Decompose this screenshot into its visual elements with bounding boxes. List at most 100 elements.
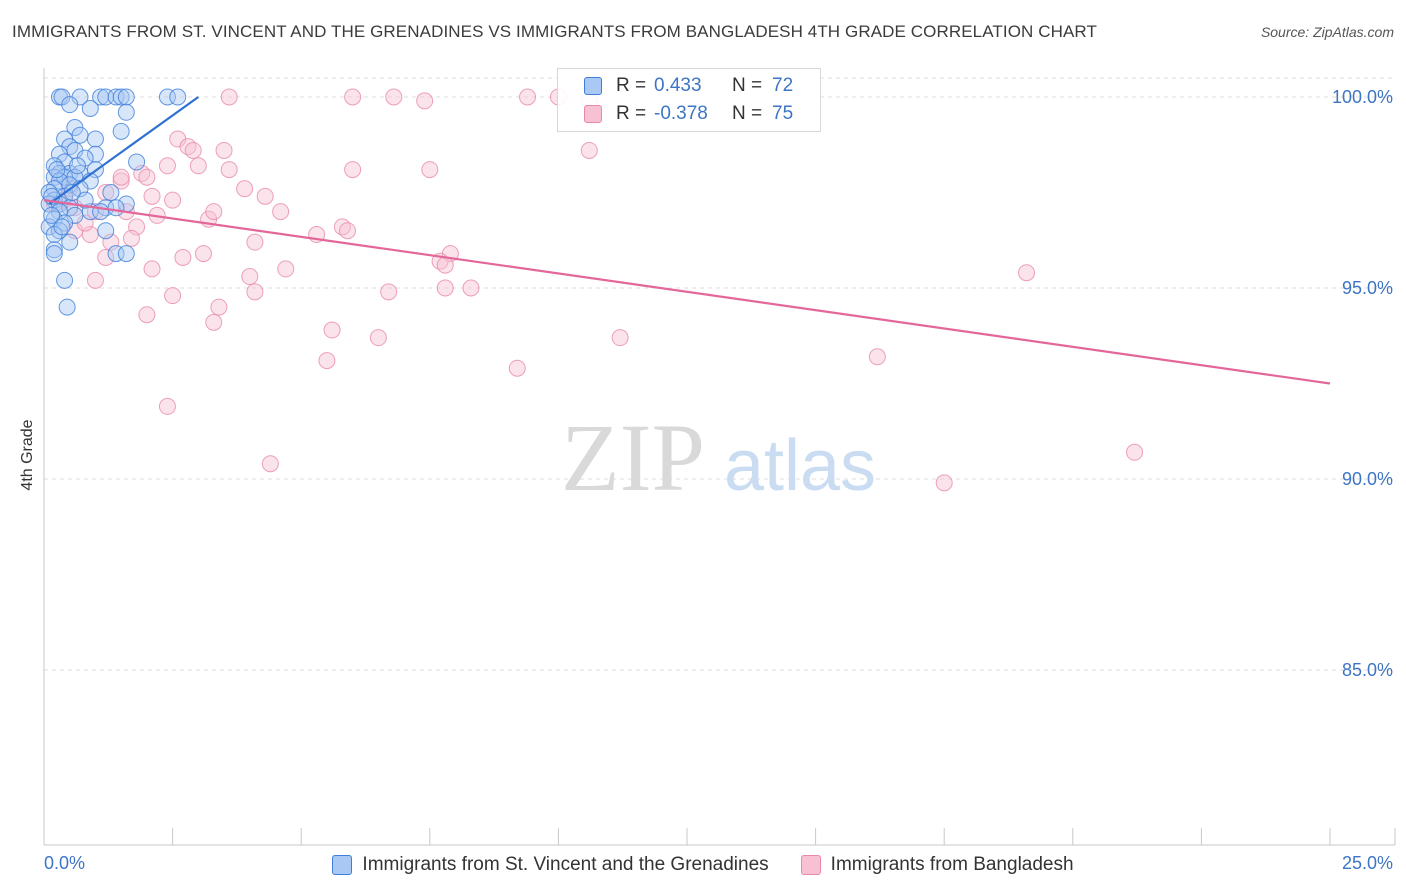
data-point bbox=[215, 141, 233, 159]
data-point bbox=[107, 88, 125, 106]
data-point bbox=[138, 168, 156, 186]
data-point bbox=[416, 92, 434, 110]
data-point bbox=[61, 233, 79, 251]
trend-line-bangladesh bbox=[43, 199, 1331, 385]
data-point bbox=[205, 313, 223, 331]
data-point bbox=[56, 271, 74, 289]
x-tick-label-min: 0.0% bbox=[44, 853, 86, 873]
legend-swatch-pink bbox=[584, 105, 602, 123]
legend-n-value: 72 bbox=[772, 75, 794, 96]
watermark-atlas: atlas bbox=[724, 426, 876, 506]
data-point bbox=[158, 157, 176, 175]
data-point bbox=[45, 245, 63, 263]
legend-item-label: Immigrants from St. Vincent and the Gren… bbox=[362, 854, 769, 875]
legend-r-label: R = bbox=[616, 75, 647, 96]
data-point bbox=[369, 329, 387, 347]
data-point bbox=[261, 455, 279, 473]
legend-n-value: 75 bbox=[772, 103, 794, 124]
data-point bbox=[81, 99, 99, 117]
data-point bbox=[107, 245, 125, 263]
data-point bbox=[436, 256, 454, 274]
data-point bbox=[158, 88, 176, 106]
legend-r-value: 0.433 bbox=[654, 75, 702, 96]
trend-lines bbox=[43, 96, 1331, 385]
data-point bbox=[76, 191, 94, 209]
data-point bbox=[102, 184, 120, 201]
legend-swatch-blue bbox=[584, 77, 602, 95]
data-point bbox=[164, 287, 182, 305]
data-point bbox=[344, 161, 362, 179]
legend-r-value: -0.378 bbox=[654, 103, 708, 124]
data-point bbox=[86, 271, 104, 289]
source-label: Source: ZipAtlas.com bbox=[1260, 24, 1394, 40]
data-point bbox=[318, 352, 336, 370]
data-point bbox=[189, 157, 207, 175]
data-point bbox=[868, 348, 886, 366]
data-point bbox=[508, 359, 526, 377]
data-point bbox=[220, 161, 238, 179]
legend-row-bangladesh: R = -0.378 N = 75 bbox=[558, 101, 793, 127]
data-point bbox=[45, 241, 63, 259]
y-tick-label: 90.0% bbox=[1342, 469, 1393, 489]
data-point bbox=[277, 260, 295, 278]
data-point bbox=[117, 103, 135, 121]
legend-n-label: N = bbox=[732, 103, 763, 124]
data-point bbox=[205, 203, 223, 221]
legend-r-label: R = bbox=[616, 103, 647, 124]
data-point bbox=[164, 191, 182, 209]
data-point bbox=[128, 153, 146, 171]
data-point bbox=[112, 88, 130, 106]
data-point bbox=[122, 229, 140, 247]
data-point bbox=[241, 268, 259, 286]
watermark: ZIP atlas bbox=[561, 404, 876, 511]
data-point bbox=[112, 172, 130, 190]
data-point bbox=[58, 298, 76, 316]
trend-line-st-vincent bbox=[48, 96, 199, 205]
data-point bbox=[68, 157, 86, 175]
y-tick-labels: 100.0% 95.0% 90.0% 85.0% bbox=[1332, 87, 1393, 680]
gridlines bbox=[44, 77, 1395, 671]
data-point bbox=[519, 88, 537, 106]
data-point bbox=[246, 233, 264, 251]
series-legend: Immigrants from St. Vincent and the Gren… bbox=[0, 852, 1406, 878]
data-point bbox=[380, 283, 398, 301]
data-point bbox=[184, 141, 202, 159]
data-point bbox=[92, 203, 110, 221]
data-point bbox=[97, 184, 115, 201]
data-point bbox=[97, 248, 115, 266]
data-point bbox=[174, 248, 192, 266]
data-point bbox=[385, 88, 403, 106]
data-point bbox=[43, 206, 61, 224]
series-st-vincent-points bbox=[40, 88, 187, 316]
data-point bbox=[1126, 443, 1144, 461]
data-point bbox=[92, 88, 110, 106]
y-tick-label: 85.0% bbox=[1342, 660, 1393, 680]
data-point bbox=[143, 260, 161, 278]
data-point bbox=[220, 88, 238, 106]
data-point bbox=[236, 180, 254, 198]
legend-swatch-pink bbox=[800, 855, 821, 875]
data-point bbox=[117, 88, 135, 106]
legend-item-label: Immigrants from Bangladesh bbox=[830, 854, 1074, 875]
data-point bbox=[421, 161, 439, 179]
legend-row-st-vincent: R = 0.433 N = 72 bbox=[558, 73, 793, 99]
data-point bbox=[48, 161, 66, 179]
data-point bbox=[611, 329, 629, 347]
x-tick-label-max: 25.0% bbox=[1341, 853, 1393, 873]
data-point bbox=[112, 168, 130, 186]
data-point bbox=[1018, 264, 1036, 282]
data-point bbox=[97, 88, 115, 106]
y-tick-label: 95.0% bbox=[1342, 278, 1393, 298]
data-point bbox=[344, 88, 362, 106]
watermark-zip: ZIP bbox=[561, 404, 705, 511]
data-point bbox=[210, 298, 228, 316]
correlation-legend: R = 0.433 N = 72 R = -0.378 N = 75 bbox=[557, 68, 821, 132]
legend-item-bangladesh[interactable]: Immigrants from Bangladesh bbox=[800, 854, 1074, 876]
data-point bbox=[169, 88, 187, 106]
data-point bbox=[53, 218, 71, 236]
data-point bbox=[935, 474, 953, 492]
legend-item-st-vincent[interactable]: Immigrants from St. Vincent and the Gren… bbox=[332, 854, 769, 876]
data-point bbox=[462, 279, 480, 297]
y-tick-label: 100.0% bbox=[1332, 87, 1393, 107]
